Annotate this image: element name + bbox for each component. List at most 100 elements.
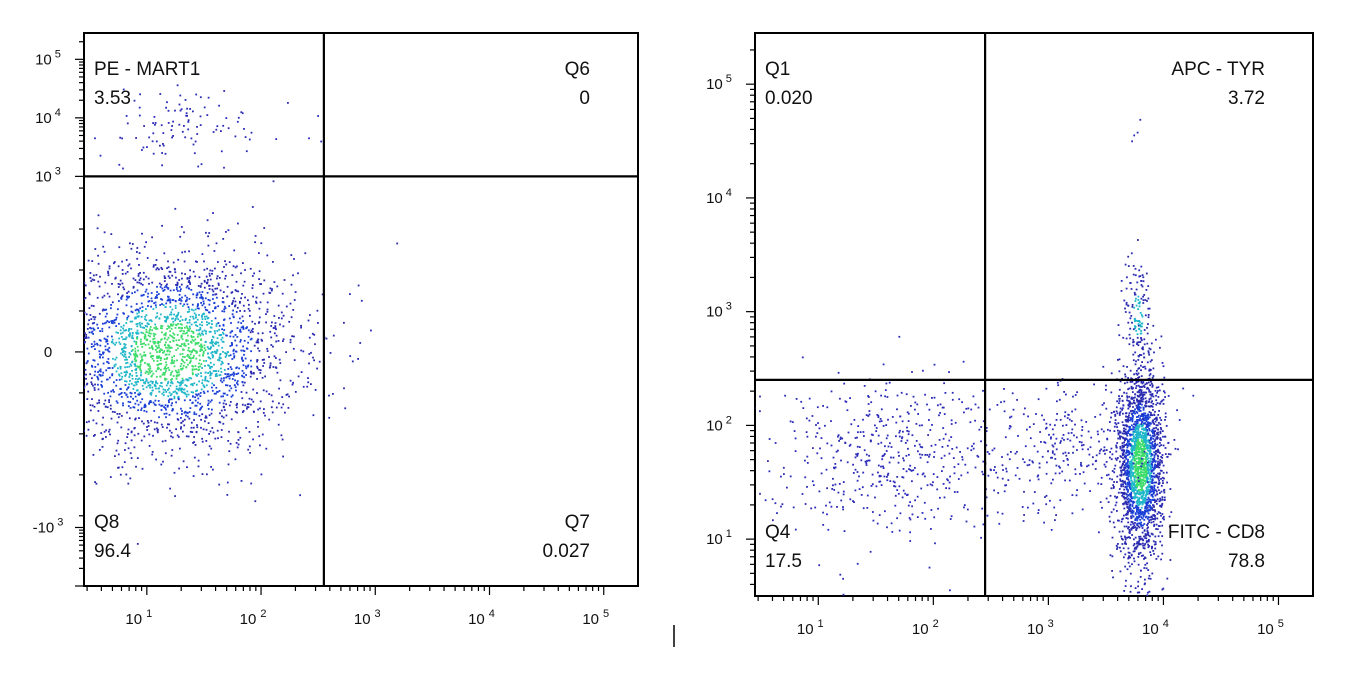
event-point [1112, 487, 1115, 489]
event-point [1116, 546, 1119, 549]
event-point [343, 321, 345, 324]
event-point [1136, 508, 1139, 511]
event-point [256, 392, 258, 394]
event-point [1157, 396, 1160, 398]
event-point [164, 334, 167, 337]
event-point [234, 304, 237, 307]
event-point [1162, 587, 1165, 590]
event-point [73, 385, 75, 387]
event-point [1128, 429, 1131, 431]
event-point [250, 403, 252, 406]
event-point [1154, 509, 1156, 511]
event-point [1122, 538, 1124, 541]
event-point [256, 365, 258, 368]
event-point [239, 436, 242, 439]
event-point [59, 292, 61, 294]
event-point [175, 284, 177, 286]
event-point [284, 411, 286, 414]
event-point [1123, 449, 1126, 452]
event-point [316, 367, 318, 370]
event-point [186, 296, 188, 299]
event-point [1137, 403, 1140, 406]
event-point [1125, 443, 1128, 445]
event-point [128, 328, 131, 330]
event-point [214, 350, 216, 353]
event-point [180, 427, 182, 430]
event-point [112, 320, 115, 323]
event-point [111, 322, 114, 325]
event-point [314, 343, 316, 346]
event-point [153, 421, 156, 424]
event-point [1165, 471, 1168, 474]
event-point [1119, 480, 1122, 482]
event-point [27, 348, 29, 350]
event-point [231, 291, 234, 293]
event-point [172, 317, 175, 320]
event-point [211, 272, 213, 275]
event-point [1131, 481, 1134, 483]
event-point [1125, 543, 1127, 545]
event-point [1137, 469, 1140, 471]
event-point [112, 357, 114, 360]
event-point [275, 357, 277, 359]
event-point [54, 371, 56, 373]
event-point [256, 378, 258, 380]
event-point [81, 424, 83, 426]
event-point [9, 302, 11, 304]
event-point [1161, 476, 1164, 479]
event-point [247, 307, 250, 310]
event-point [1146, 503, 1148, 506]
event-point [182, 391, 185, 394]
event-point [1162, 435, 1164, 438]
event-point [103, 430, 106, 433]
event-point [212, 310, 214, 312]
event-point [1160, 470, 1163, 472]
event-point [128, 417, 131, 420]
event-point [102, 356, 104, 359]
event-point [1126, 454, 1129, 456]
event-point [1133, 524, 1136, 527]
event-point [50, 276, 52, 278]
event-point [92, 419, 95, 422]
event-point [135, 375, 138, 377]
event-point [143, 406, 146, 409]
event-point [199, 124, 202, 126]
event-point [89, 314, 92, 316]
event-point [1142, 462, 1145, 465]
event-point [70, 316, 72, 318]
event-point [205, 330, 207, 333]
event-point [138, 264, 140, 266]
event-point [1142, 482, 1144, 485]
event-point [211, 269, 214, 272]
event-point [282, 403, 285, 406]
event-point [214, 437, 217, 440]
event-point [142, 388, 145, 390]
event-point [159, 304, 162, 306]
event-point [187, 349, 190, 352]
event-point [95, 422, 98, 425]
event-point [209, 430, 212, 433]
event-point [189, 281, 191, 284]
event-point [1126, 434, 1129, 437]
event-point [1149, 508, 1152, 511]
event-point [1141, 382, 1144, 385]
event-point [134, 355, 137, 358]
event-point [204, 365, 206, 367]
event-point [212, 355, 214, 357]
event-point [200, 426, 202, 429]
event-point [1131, 490, 1134, 492]
event-point [1147, 486, 1150, 489]
event-point [1142, 544, 1144, 547]
event-point [138, 417, 140, 419]
event-point [1141, 490, 1144, 493]
event-point [155, 427, 158, 430]
event-point [1158, 410, 1160, 412]
event-point [233, 249, 236, 252]
event-point [226, 351, 229, 353]
event-point [155, 375, 158, 378]
event-point [134, 365, 137, 367]
event-point [272, 261, 274, 263]
event-point [196, 335, 199, 338]
event-point [126, 411, 128, 414]
event-point [110, 307, 112, 310]
